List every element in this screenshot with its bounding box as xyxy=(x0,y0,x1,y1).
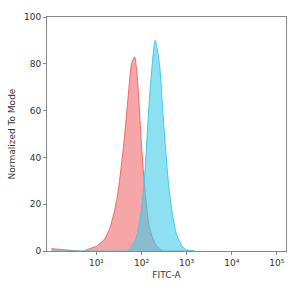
svg-text:60: 60 xyxy=(30,106,42,116)
svg-text:100: 100 xyxy=(24,12,41,22)
svg-text:10²: 10² xyxy=(134,258,149,268)
svg-text:10⁴: 10⁴ xyxy=(224,258,239,268)
svg-text:FITC-A: FITC-A xyxy=(152,270,181,280)
svg-text:Normalized To Mode: Normalized To Mode xyxy=(7,88,17,179)
svg-text:10⁵: 10⁵ xyxy=(269,258,284,268)
svg-text:40: 40 xyxy=(30,153,42,163)
svg-text:20: 20 xyxy=(30,199,42,209)
svg-text:10¹: 10¹ xyxy=(89,258,104,268)
svg-text:80: 80 xyxy=(30,59,42,69)
svg-text:0: 0 xyxy=(35,246,41,256)
svg-text:10³: 10³ xyxy=(179,258,194,268)
